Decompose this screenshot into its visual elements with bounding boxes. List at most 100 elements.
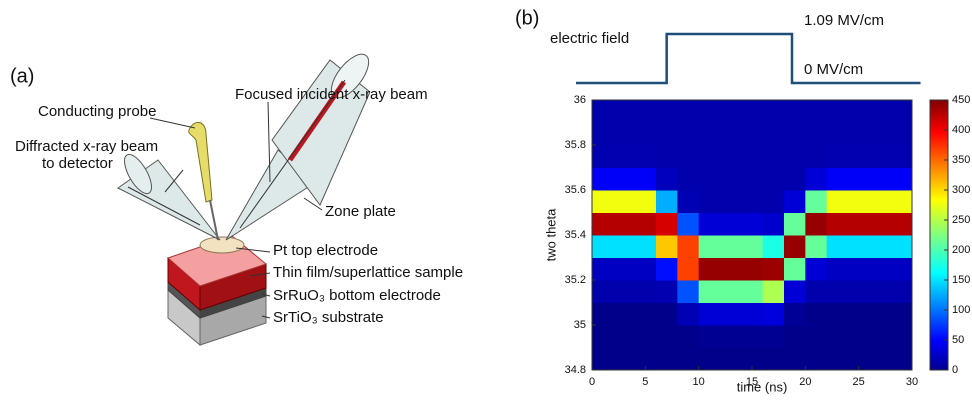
heatmap-cell: [869, 257, 892, 281]
colorbar-tick-label: 350: [952, 154, 970, 166]
heatmap-cell: [869, 347, 892, 371]
heatmap-cell: [592, 235, 614, 258]
heatmap-cell: [848, 212, 870, 236]
heatmap-cell: [741, 347, 764, 371]
heatmap-cell: [677, 325, 700, 348]
heatmap-cell: [634, 100, 657, 123]
heatmap-cell: [869, 325, 892, 348]
heatmap-cell: [805, 212, 828, 236]
heatmap-cell: [890, 167, 913, 191]
heatmap-cell: [592, 100, 614, 123]
heatmap-cell: [720, 280, 742, 303]
colorbar-tick-label: 250: [952, 214, 970, 226]
colorbar: [929, 99, 949, 371]
heatmap-cell: [698, 347, 721, 371]
heatmap-cell: [826, 212, 849, 236]
colorbar-tick-label: 200: [952, 244, 970, 256]
heatmap-cell: [848, 257, 870, 281]
heatmap-cell: [762, 235, 785, 258]
heatmap-cell: [656, 190, 678, 213]
heatmap-cell: [656, 280, 678, 303]
heatmap-cell: [613, 302, 636, 326]
heatmap-cell: [805, 347, 828, 371]
y-tick-label: 35: [574, 319, 586, 331]
heatmap-cell: [848, 302, 870, 326]
heatmap-cell: [741, 122, 764, 146]
level-label: 1.09 MV/cm: [804, 12, 884, 29]
heatmap-cell: [805, 280, 828, 303]
heatmap-cell: [634, 347, 657, 371]
heatmap-cell: [826, 167, 849, 191]
heatmap-cell: [890, 145, 913, 168]
heatmap-cell: [890, 122, 913, 146]
heatmap-cell: [762, 325, 785, 348]
heatmap-cell: [656, 167, 678, 191]
diagram-label: Zone plate: [325, 203, 396, 220]
heatmap-cell: [826, 235, 849, 258]
heatmap-cell: [613, 257, 636, 281]
heatmap-cell: [741, 190, 764, 213]
heatmap-cell: [634, 212, 657, 236]
heatmap-cell: [720, 347, 742, 371]
heatmap-cell: [784, 190, 806, 213]
heatmap-cell: [656, 145, 678, 168]
heatmap-cell: [762, 347, 785, 371]
heatmap-cell: [741, 167, 764, 191]
diagram-label: Thin film/superlattice sample: [273, 264, 463, 281]
x-tick-label: 5: [642, 376, 648, 388]
heatmap-cell: [656, 257, 678, 281]
heatmap-cell: [592, 325, 614, 348]
heatmap-cell: [592, 302, 614, 326]
heatmap-cell: [698, 212, 721, 236]
heatmap-cell: [592, 347, 614, 371]
heatmap-cell: [805, 257, 828, 281]
colorbar-tick-label: 100: [952, 304, 970, 316]
x-tick-label: 30: [906, 376, 918, 388]
colorbar-tick-label: 450: [952, 94, 970, 106]
heatmap-cell: [784, 122, 806, 146]
heatmap-cell: [869, 190, 892, 213]
heatmap-cell: [741, 145, 764, 168]
heatmap-cell: [890, 302, 913, 326]
heatmap-cell: [869, 302, 892, 326]
field-trace: [576, 32, 921, 85]
heatmap-cell: [784, 280, 806, 303]
heatmap-cell: [826, 122, 849, 146]
device-diagram: [117, 53, 371, 347]
heatmap-cell: [890, 257, 913, 281]
diagram-label: to detector: [42, 155, 113, 172]
heatmap-cell: [826, 347, 849, 371]
heatmap-cell: [890, 235, 913, 258]
heatmap-cell: [677, 190, 700, 213]
heatmap-cell: [848, 167, 870, 191]
heatmap-cell: [784, 100, 806, 123]
colorbar-tick-label: 300: [952, 184, 970, 196]
heatmap-cell: [784, 235, 806, 258]
heatmap-cell: [848, 122, 870, 146]
heatmap-cell: [613, 325, 636, 348]
heatmap-cell: [698, 235, 721, 258]
heatmap-cell: [634, 325, 657, 348]
heatmap-cell: [848, 280, 870, 303]
heatmap-cell: [677, 302, 700, 326]
heatmap-cell: [698, 100, 721, 123]
x-tick-label: 25: [853, 376, 865, 388]
y-tick-label: 36: [574, 94, 586, 106]
heatmap-cell: [656, 302, 678, 326]
heatmap-cell: [741, 302, 764, 326]
heatmap-cell: [890, 280, 913, 303]
heatmap-cell: [613, 347, 636, 371]
heatmap-cell: [677, 235, 700, 258]
diagram-label: Pt top electrode: [273, 242, 378, 259]
heatmap-cell: [890, 347, 913, 371]
heatmap-cell: [762, 212, 785, 236]
heatmap-cell: [720, 235, 742, 258]
heatmap-cell: [698, 122, 721, 146]
heatmap-cell: [634, 257, 657, 281]
heatmap-cell: [613, 167, 636, 191]
heatmap-cell: [677, 167, 700, 191]
diagram-label: SrTiO₃ substrate: [273, 309, 384, 326]
heatmap-cell: [613, 100, 636, 123]
trace-label: electric field: [550, 30, 629, 47]
heatmap-cell: [613, 145, 636, 168]
